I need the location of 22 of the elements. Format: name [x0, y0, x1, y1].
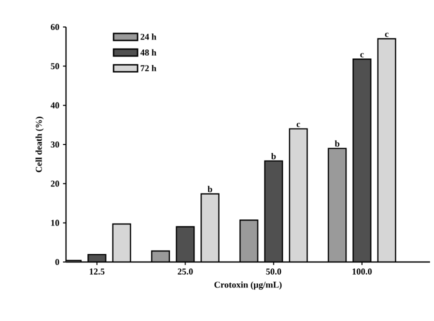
- y-tick-label: 50: [50, 63, 60, 70]
- data-label: c: [296, 122, 300, 128]
- x-tick-label: 12.5: [90, 268, 104, 275]
- y-tick-label: 10: [51, 220, 60, 226]
- data-label: b: [334, 140, 340, 147]
- data-label: c: [360, 53, 364, 58]
- legend-label: 48 h: [140, 49, 156, 56]
- data-label: c: [385, 32, 388, 38]
- x-tick-label: 50.0: [266, 268, 282, 275]
- y-tick-label: 40: [50, 102, 60, 108]
- x-tick-label: 25.0: [178, 268, 193, 275]
- x-tick-label: 100.0: [352, 268, 372, 275]
- y-tick-label: 30: [50, 141, 60, 148]
- y-tick-label: 0: [55, 258, 60, 266]
- data-label: b: [271, 152, 276, 160]
- legend-label: 24 h: [140, 34, 156, 40]
- y-tick-label: 60: [50, 24, 60, 30]
- y-axis-title: Cell death (%): [36, 116, 44, 172]
- data-label: b: [208, 186, 212, 192]
- legend-label: 72 h: [140, 64, 156, 72]
- y-tick-label: 20: [50, 180, 60, 187]
- x-axis-title: Crotoxin (µg/mL): [214, 281, 282, 290]
